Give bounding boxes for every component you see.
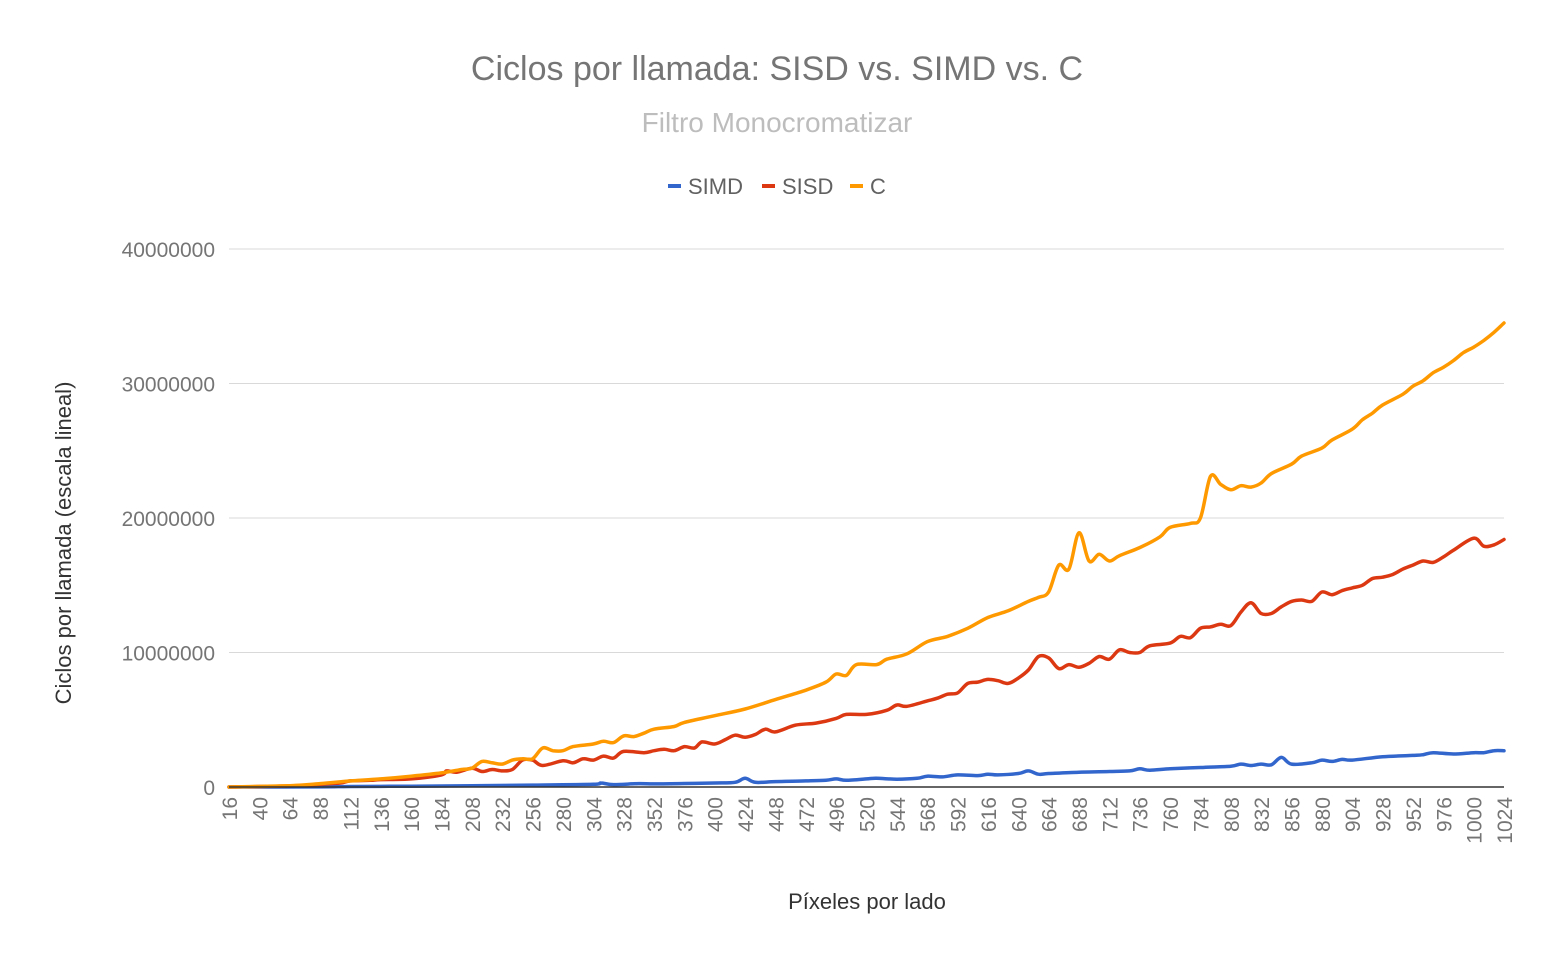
y-tick-label: 10000000	[122, 643, 215, 666]
x-tick-label: 424	[735, 797, 758, 832]
x-tick-label: 880	[1312, 797, 1335, 832]
x-tick-label: 1000	[1464, 797, 1487, 844]
x-tick-label: 64	[280, 797, 303, 821]
x-tick-label: 688	[1069, 797, 1092, 832]
x-tick-label: 784	[1190, 797, 1213, 832]
x-tick-label: 136	[371, 797, 394, 832]
x-tick-label: 400	[705, 797, 728, 832]
legend-label-simd: SIMD	[688, 174, 743, 199]
x-tick-label: 472	[796, 797, 819, 832]
series-line-c	[227, 321, 1506, 789]
x-tick-label: 328	[614, 797, 637, 832]
x-tick-label: 304	[583, 797, 606, 832]
x-tick-label: 256	[523, 797, 546, 832]
x-axis-title: Píxeles por lado	[788, 889, 946, 914]
x-tick-label: 928	[1373, 797, 1396, 832]
x-tick-label: 856	[1282, 797, 1305, 832]
x-tick-label: 376	[674, 797, 697, 832]
x-tick-label: 232	[492, 797, 515, 832]
x-tick-label: 616	[978, 797, 1001, 832]
y-axis-title: Ciclos por llamada (escala lineal)	[51, 382, 76, 705]
x-tick-label: 280	[553, 797, 576, 832]
x-tick-label: 664	[1039, 797, 1062, 832]
x-tick-label: 160	[401, 797, 424, 832]
x-tick-label: 520	[857, 797, 880, 832]
legend-label-c: C	[870, 174, 886, 199]
x-tick-label: 544	[887, 797, 910, 832]
x-tick-label: 352	[644, 797, 667, 832]
x-tick-label: 16	[219, 797, 242, 820]
x-tick-label: 808	[1221, 797, 1244, 832]
x-tick-label: 184	[432, 797, 455, 832]
x-tick-label: 1024	[1494, 797, 1517, 844]
legend-label-sisd: SISD	[782, 174, 833, 199]
x-tick-label: 952	[1403, 797, 1426, 832]
y-tick-label: 30000000	[122, 374, 215, 397]
x-tick-label: 40	[249, 797, 272, 820]
x-tick-label: 88	[310, 797, 333, 820]
x-tick-label: 208	[462, 797, 485, 832]
x-tick-label: 832	[1251, 797, 1274, 832]
y-axis-ticks: 0 10000000 20000000 30000000 40000000	[122, 239, 215, 800]
chart-subtitle: Filtro Monocromatizar	[642, 107, 913, 138]
x-tick-label: 592	[948, 797, 971, 832]
series-lines	[227, 321, 1506, 789]
x-tick-label: 736	[1130, 797, 1153, 832]
x-axis-ticks: 16 40 64 88 112 136 160 184 208 232 256 280 304 328 35…	[219, 797, 1517, 844]
legend: SIMD SISD C	[668, 174, 886, 199]
series-line-sisd	[227, 536, 1506, 789]
y-tick-label: 0	[203, 777, 215, 800]
chart-title: Ciclos por llamada: SISD vs. SIMD vs. C	[471, 50, 1083, 88]
x-tick-label: 112	[340, 797, 363, 830]
x-tick-label: 568	[917, 797, 940, 832]
x-tick-label: 976	[1433, 797, 1456, 832]
x-tick-label: 712	[1099, 797, 1122, 832]
series-line-simd	[227, 748, 1506, 789]
y-tick-label: 40000000	[122, 239, 215, 262]
y-tick-label: 20000000	[122, 508, 215, 531]
x-tick-label: 904	[1342, 797, 1365, 832]
x-tick-label: 448	[765, 797, 788, 832]
x-tick-label: 760	[1160, 797, 1183, 832]
x-tick-label: 496	[826, 797, 849, 832]
gridlines	[229, 248, 1504, 653]
x-tick-label: 640	[1008, 797, 1031, 832]
